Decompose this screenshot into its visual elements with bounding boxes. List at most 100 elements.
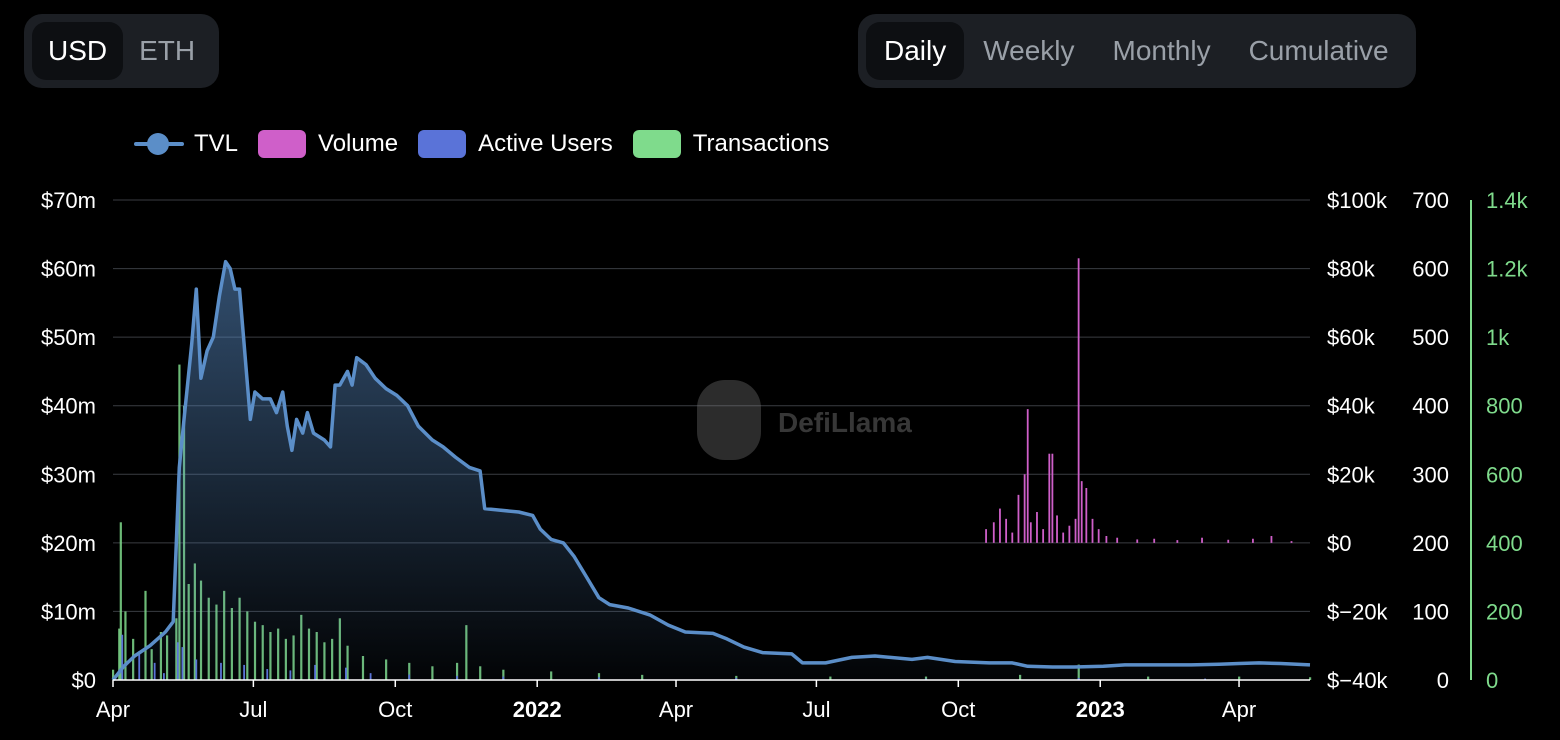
volume-bar [1080,481,1083,543]
y-users-tick-label: 300 [1412,462,1449,487]
usd-button[interactable]: USD [32,22,124,80]
volume-bar [1068,525,1071,543]
volume-bar [1074,518,1077,543]
x-tick-label: Apr [96,697,130,722]
volume-bar [1062,532,1065,543]
volume-bars [985,258,1293,543]
active-users-swatch-icon [418,130,467,158]
transactions-bar [144,590,147,680]
y-left-tick-label: $20m [41,531,96,556]
y-left-tick-label: $40m [41,394,96,419]
y-left-tick-label: $10m [41,599,96,624]
volume-bar [1042,529,1045,543]
transactions-bar [124,611,127,680]
tvl-series [111,259,1311,682]
volume-bar [1136,539,1139,543]
period-toggle: Daily Weekly Monthly Cumulative [858,14,1416,88]
transactions-bar [1309,677,1312,680]
weekly-button[interactable]: Weekly [983,35,1075,66]
active-users-bar [121,634,124,680]
y-left-tick-label: $60m [41,257,96,282]
transactions-swatch-icon [632,130,681,158]
y-left-tick-label: $0 [72,668,96,693]
legend-label-active-users: Active Users [478,130,613,157]
chart-legend: TVL Volume Active Users Transactions [134,124,849,164]
y-tx-tick-label: 1.4k [1486,188,1529,213]
volume-bar [1105,536,1108,543]
legend-label-transactions: Transactions [692,130,830,157]
x-tick-label: Apr [659,697,693,722]
axes: $0 $10m $20m $30m $40m $50m $60m $70m $−40k $−20k… [41,188,1529,722]
volume-bar [1056,515,1058,543]
y-tx-tick-label: 1k [1486,325,1510,350]
x-tick-label: Jul [802,697,830,722]
volume-swatch-icon [258,130,307,158]
volume-bar [1036,512,1038,543]
volume-bar [1252,538,1254,543]
tvl-line-marker-icon [134,124,184,164]
y-users-tick-label: 100 [1412,599,1449,624]
volume-bar [1026,409,1029,543]
transactions-bar [112,669,115,680]
volume-bar [1097,529,1100,543]
legend-item-transactions[interactable]: Transactions [632,130,830,158]
y-volume-tick-label: $80k [1327,257,1376,282]
y-volume-tick-label: $60k [1327,325,1376,350]
transactions-bar [118,628,121,680]
y-tx-tick-label: 0 [1486,668,1498,693]
volume-bar [985,529,987,543]
tvl-area [113,261,1310,680]
volume-bar [1116,537,1119,543]
y-left-tick-label: $70m [41,188,96,213]
volume-bar [1051,453,1054,543]
legend-item-tvl[interactable]: TVL [134,124,238,164]
y-volume-tick-label: $−20k [1327,599,1389,624]
y-volume-tick-label: $0 [1327,531,1351,556]
y-left-tick-label: $30m [41,462,96,487]
legend-item-volume[interactable]: Volume [258,130,398,158]
volume-bar [1091,518,1094,543]
volume-bar [1023,474,1026,543]
y-users-tick-label: 200 [1412,531,1449,556]
eth-button[interactable]: ETH [139,35,196,66]
volume-bar [1077,258,1080,543]
x-tick-label: Oct [941,697,975,722]
y-users-tick-label: 700 [1412,188,1449,213]
volume-bar [1153,538,1156,543]
y-volume-tick-label: $40k [1327,394,1376,419]
volume-bar [1270,536,1273,543]
y-tx-tick-label: 800 [1486,394,1523,419]
daily-button[interactable]: Daily [866,22,965,80]
defillama-watermark: DefiLlama [697,380,912,460]
y-users-tick-label: 500 [1412,325,1449,350]
volume-bar [1176,540,1179,543]
monthly-button[interactable]: Monthly [1112,35,1211,66]
volume-bar [1290,541,1293,543]
x-tick-label: 2023 [1076,697,1125,722]
volume-bar [1017,494,1020,543]
legend-item-active-users[interactable]: Active Users [418,130,613,158]
cumulative-button[interactable]: Cumulative [1248,35,1389,66]
llama-logo-icon [697,380,761,460]
x-tick-label: Apr [1222,697,1256,722]
currency-toggle: USD ETH [24,14,220,88]
y-users-tick-label: 600 [1412,257,1449,282]
y-volume-tick-label: $100k [1327,188,1388,213]
volume-bar [992,522,995,543]
transactions-bar [119,522,122,680]
volume-bar [999,508,1001,543]
volume-bar [1029,522,1032,543]
volume-bar [1201,537,1203,543]
y-tx-tick-label: 200 [1486,599,1523,624]
y-volume-tick-label: $−40k [1327,668,1389,693]
y-users-tick-label: 0 [1437,668,1449,693]
legend-label-tvl: TVL [194,130,239,157]
x-tick-label: Jul [239,697,267,722]
watermark-text: DefiLlama [778,407,912,438]
legend-label-volume: Volume [318,130,399,157]
x-tick-label: Oct [378,697,412,722]
y-tx-tick-label: 600 [1486,462,1523,487]
y-users-tick-label: 400 [1412,394,1449,419]
volume-bar [1005,518,1008,543]
